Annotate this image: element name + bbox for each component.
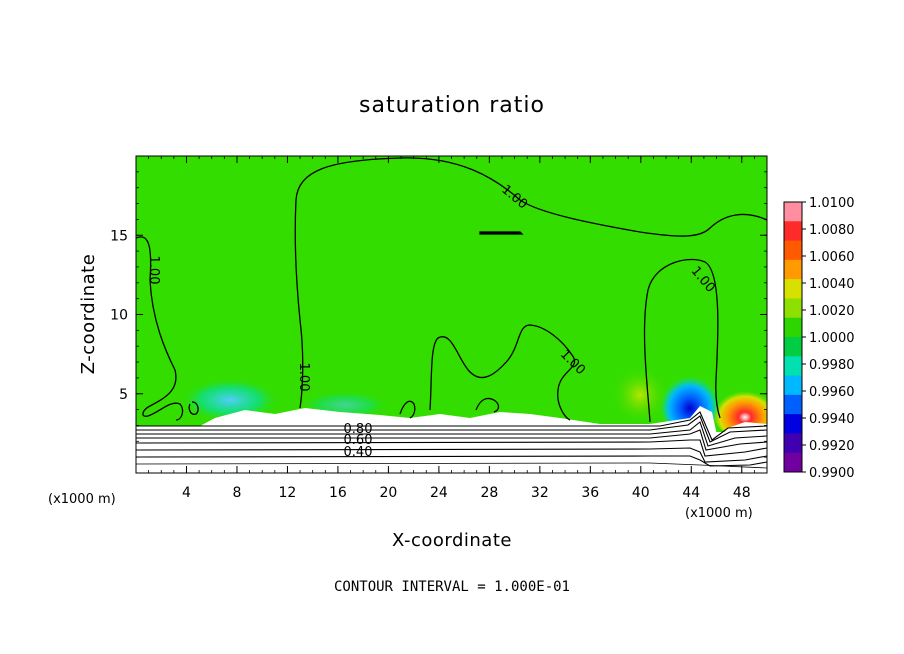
- x-tick-label: 16: [329, 485, 347, 501]
- colorbar-tick-label: 1.0080: [809, 223, 855, 238]
- x-unit-label-left: (x1000 m): [48, 492, 116, 507]
- x-tick-label: 40: [632, 485, 650, 501]
- colorbar-segment: [784, 452, 802, 473]
- colorbar-segment: [784, 356, 802, 377]
- contour-label: 1.00: [296, 363, 311, 392]
- x-tick-label: 36: [581, 485, 599, 501]
- x-unit-label-right: (x1000 m): [685, 506, 753, 521]
- colorbar-segment: [784, 279, 802, 299]
- anomaly-yellow-east: [610, 365, 670, 425]
- x-axis-ticks: 4 8 12 16 20 24 28 32 36 40 44 48: [148, 156, 755, 501]
- y-axis-label: Z-coordinate: [78, 254, 99, 375]
- plot-area: 1.00 1.00 1.00 1.00 1.00 0.80 0.60 0.40: [136, 156, 767, 473]
- contour-label: 1.00: [146, 256, 161, 285]
- colorbar-tick-label: 0.9940: [809, 412, 855, 427]
- x-tick-label: 32: [531, 485, 549, 501]
- colorbar-tick-label: 0.9900: [809, 466, 855, 481]
- x-tick-label: 4: [182, 485, 191, 501]
- colorbar-segment: [784, 298, 802, 319]
- y-tick-label: 5: [119, 387, 128, 403]
- contours-1.00: [136, 157, 767, 423]
- colorbar-segment: [784, 202, 802, 222]
- colorbar-tick-label: 1.0060: [809, 250, 855, 265]
- colorbar-segment: [784, 221, 802, 242]
- x-tick-label: 20: [379, 485, 397, 501]
- colorbar-tick-label: 0.9960: [809, 385, 855, 400]
- surface-contours: [136, 411, 767, 469]
- colorbar-tick-label: 1.0040: [809, 277, 855, 292]
- x-tick-label: 48: [733, 485, 751, 501]
- colorbar-segment: [784, 375, 802, 396]
- chart-title: saturation ratio: [359, 93, 545, 118]
- x-tick-label: 28: [480, 485, 498, 501]
- colorbar-tick-label: 1.0000: [809, 331, 855, 346]
- x-tick-label: 12: [279, 485, 297, 501]
- anomaly-light-blue-west: [180, 378, 280, 422]
- colorbar-segment: [784, 433, 802, 454]
- x-tick-label: 24: [430, 485, 448, 501]
- colorbar-segment: [784, 259, 802, 280]
- colorbar-segment: [784, 317, 802, 338]
- contour-interval-note: CONTOUR INTERVAL = 1.000E-01: [334, 579, 570, 595]
- colorbar-tick-label: 1.0100: [809, 196, 855, 211]
- colorbar-tick-label: 0.9920: [809, 439, 855, 454]
- y-axis-ticks: 5 10 15: [110, 171, 767, 458]
- contour-label: 0.40: [344, 445, 373, 460]
- contour-label: 0.60: [344, 433, 373, 448]
- x-tick-label: 8: [232, 485, 241, 501]
- x-axis-label: X-coordinate: [392, 530, 512, 551]
- x-tick-label: 44: [682, 485, 700, 501]
- y-tick-label: 15: [110, 228, 128, 244]
- colorbar-segment: [784, 394, 802, 415]
- colorbar: 1.0100 1.0080 1.0060 1.0040 1.0020 1.0000 0.99…: [783, 196, 855, 481]
- colorbar-segment: [784, 240, 802, 261]
- colorbar-segment: [784, 337, 802, 357]
- y-tick-label: 10: [110, 308, 128, 324]
- colorbar-tick-label: 0.9980: [809, 358, 855, 373]
- colorbar-segment: [784, 414, 802, 434]
- contour-label: 0.80: [344, 422, 373, 437]
- colorbar-tick-label: 1.0020: [809, 304, 855, 319]
